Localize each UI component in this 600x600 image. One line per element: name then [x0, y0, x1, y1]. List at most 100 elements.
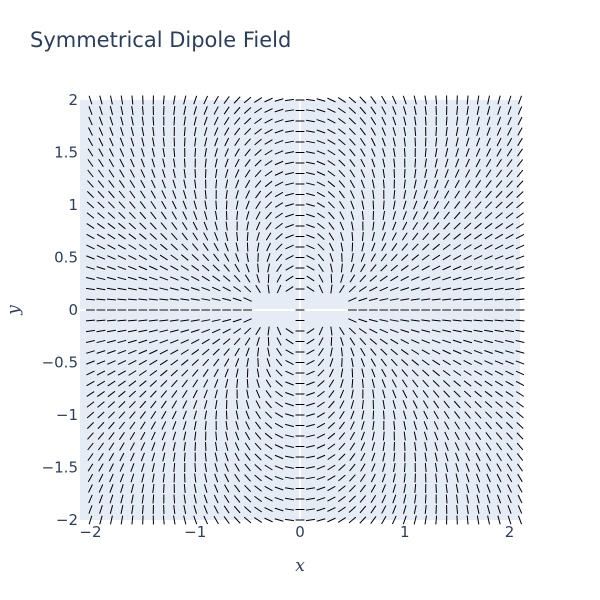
field-segment — [274, 139, 284, 145]
field-segment — [97, 180, 105, 188]
field-segment — [203, 515, 209, 525]
field-segment — [285, 98, 295, 102]
field-segment — [410, 319, 420, 322]
field-segment — [516, 180, 524, 188]
field-segment — [454, 201, 461, 209]
field-segment — [328, 211, 335, 220]
field-segment — [486, 484, 491, 493]
field-segment — [285, 360, 294, 365]
field-segment — [484, 266, 493, 270]
field-segment — [327, 139, 336, 145]
field-segment — [410, 287, 420, 291]
field-segment — [96, 370, 106, 376]
field-segment — [327, 454, 336, 460]
field-segment — [266, 242, 271, 252]
field-segment — [141, 473, 145, 483]
field-segment — [506, 180, 513, 188]
field-segment — [370, 505, 377, 514]
field-segment — [264, 475, 273, 481]
field-segment — [382, 389, 386, 399]
field-segment — [86, 233, 95, 240]
field-segment — [414, 169, 417, 178]
field-segment — [119, 169, 125, 178]
field-segment — [473, 349, 483, 355]
field-segment — [245, 200, 250, 210]
field-segment — [172, 421, 177, 430]
field-segment — [505, 287, 514, 291]
field-segment — [445, 148, 449, 157]
field-segment — [265, 211, 272, 220]
field-segment — [392, 494, 397, 504]
y-axis-title: y — [4, 305, 24, 316]
field-segment — [97, 169, 104, 178]
field-segment — [463, 298, 473, 301]
field-segment — [236, 232, 239, 241]
field-segment — [150, 400, 157, 409]
field-segment — [191, 369, 199, 377]
field-segment — [214, 211, 218, 220]
field-segment — [148, 276, 158, 281]
field-segment — [370, 348, 377, 356]
field-segment — [400, 265, 409, 271]
field-segment — [496, 463, 502, 472]
field-segment — [204, 190, 207, 199]
field-segment — [265, 232, 272, 241]
field-segment — [424, 442, 428, 451]
field-segment — [496, 452, 502, 462]
field-segment — [382, 211, 386, 220]
field-segment — [180, 276, 190, 281]
field-segment — [431, 287, 441, 291]
field-segment — [317, 253, 325, 262]
field-segment — [265, 411, 273, 419]
field-segment — [181, 379, 188, 388]
field-segment — [265, 390, 272, 398]
field-segment — [338, 180, 346, 188]
field-segment — [393, 158, 396, 168]
field-segment — [494, 298, 504, 301]
field-segment — [466, 494, 469, 504]
field-segment — [475, 180, 482, 188]
field-segment — [214, 400, 218, 409]
field-segment — [224, 484, 230, 493]
field-segment — [225, 421, 228, 430]
field-segment — [203, 484, 208, 493]
field-segment — [316, 444, 326, 449]
field-segment — [127, 319, 137, 322]
field-segment — [421, 339, 431, 344]
field-segment — [172, 190, 177, 199]
field-segment — [484, 244, 493, 250]
field-segment — [130, 473, 135, 483]
field-segment — [486, 116, 491, 126]
field-segment — [475, 452, 481, 462]
field-segment — [169, 329, 179, 333]
field-segment — [372, 389, 375, 399]
field-segment — [285, 234, 294, 239]
field-segment — [452, 339, 462, 344]
field-segment — [285, 255, 294, 260]
field-segment — [169, 339, 179, 344]
field-segment — [382, 442, 386, 451]
field-segment — [423, 431, 428, 441]
field-segment — [484, 212, 493, 219]
field-segment — [254, 97, 263, 103]
field-segment — [152, 484, 155, 493]
field-segment — [515, 380, 525, 387]
field-segment — [392, 484, 397, 493]
field-segment — [507, 494, 512, 504]
field-segment — [264, 485, 273, 492]
field-segment — [118, 222, 126, 230]
field-segment — [255, 326, 261, 336]
field-segment — [86, 329, 95, 333]
field-segment — [224, 368, 229, 378]
field-segment — [339, 389, 345, 399]
field-segment — [316, 98, 326, 102]
field-segment — [193, 421, 197, 430]
field-segment — [235, 358, 240, 367]
field-segment — [455, 473, 459, 483]
field-segment — [317, 369, 325, 377]
field-segment — [265, 201, 273, 209]
field-segment — [327, 411, 335, 419]
field-segment — [423, 179, 428, 189]
field-segment — [97, 212, 105, 219]
field-segment — [234, 138, 241, 146]
